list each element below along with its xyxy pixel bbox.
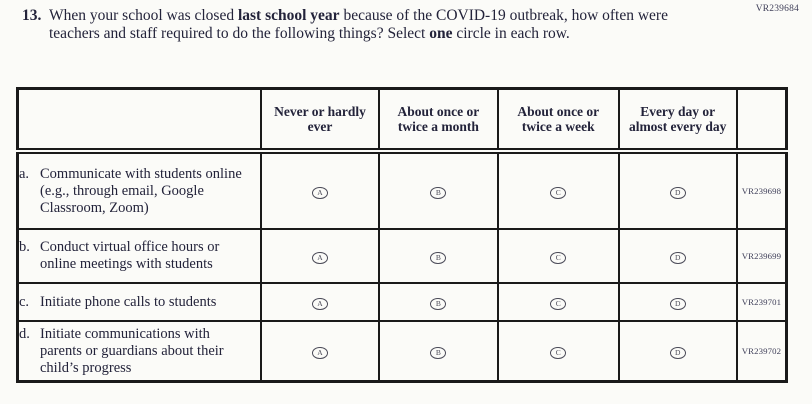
option-letter: B [435, 299, 441, 309]
row-b-option-circle-b[interactable]: B [430, 251, 447, 264]
option-letter: B [435, 348, 441, 358]
row-d-option-circle-a[interactable]: A [312, 346, 329, 359]
header-empty-code [735, 87, 788, 154]
option-letter: C [555, 299, 561, 309]
header-empty-stem [16, 87, 263, 154]
option-letter: B [435, 253, 441, 263]
row-a-option-circle-d[interactable]: D [669, 186, 686, 199]
question-text-bold: last school year [237, 7, 340, 24]
row-d-option-circle-c[interactable]: C [550, 346, 567, 359]
row-b-option-cell-a[interactable]: A [260, 228, 380, 284]
row-c-option-cell-b[interactable]: B [377, 282, 500, 322]
question-text: When your school was closed last school … [49, 7, 677, 43]
header-col-week: About once or twice a week [497, 87, 620, 154]
page-code: VR239684 [755, 4, 799, 14]
row-a-option-cell-d[interactable]: D [617, 150, 738, 230]
row-c-option-cell-d[interactable]: D [617, 282, 738, 322]
table-row-a: a. Communicate with students online (e.g… [16, 150, 788, 230]
row-d-letter: d. [19, 325, 30, 342]
row-b-option-cell-b[interactable]: B [377, 228, 500, 284]
row-c-letter: c. [19, 293, 30, 310]
row-b-code: VR239699 [735, 228, 788, 284]
row-a-label: Communicate with students online (e.g., … [40, 165, 242, 216]
row-a-stem: a. Communicate with students online (e.g… [16, 150, 263, 230]
option-letter: A [317, 348, 323, 358]
row-d-option-cell-a[interactable]: A [260, 320, 380, 383]
row-c-option-circle-a[interactable]: A [312, 297, 329, 310]
row-a-option-circle-c[interactable]: C [550, 186, 567, 199]
option-letter: C [555, 253, 561, 263]
header-col-month: About once or twice a month [377, 87, 500, 154]
header-col-never: Never or hardly ever [260, 87, 380, 154]
row-b-option-cell-c[interactable]: C [497, 228, 620, 284]
row-a-option-cell-b[interactable]: B [377, 150, 500, 230]
row-d-option-cell-b[interactable]: B [377, 320, 500, 383]
row-d-option-circle-d[interactable]: D [669, 346, 686, 359]
option-letter: D [674, 188, 681, 198]
row-c-option-cell-a[interactable]: A [260, 282, 380, 322]
row-d-option-cell-c[interactable]: C [497, 320, 620, 383]
table-row-b: b. Conduct virtual office hours or onlin… [16, 228, 788, 284]
table-row-c: c. Initiate phone calls to students A B … [16, 282, 788, 322]
row-c-option-circle-b[interactable]: B [430, 297, 447, 310]
row-a-option-cell-c[interactable]: C [497, 150, 620, 230]
row-c-option-circle-d[interactable]: D [669, 297, 686, 310]
row-a-code: VR239698 [735, 150, 788, 230]
row-b-option-circle-a[interactable]: A [312, 251, 329, 264]
row-a-option-circle-b[interactable]: B [430, 186, 447, 199]
option-letter: C [555, 188, 561, 198]
row-d-stem: d. Initiate communications with parents … [16, 320, 263, 383]
row-a-option-circle-a[interactable]: A [312, 186, 329, 199]
table-row-d: d. Initiate communications with parents … [16, 320, 788, 383]
option-letter: D [674, 299, 681, 309]
option-letter: C [555, 348, 561, 358]
row-d-label: Initiate communications with parents or … [40, 325, 224, 376]
option-letter: A [317, 299, 323, 309]
option-letter: A [317, 253, 323, 263]
header-col-everyday: Every day or almost every day [617, 87, 738, 154]
row-c-stem: c. Initiate phone calls to students [16, 282, 263, 322]
question-text-segment: because of the COVID-19 outbreak, how of… [49, 7, 668, 42]
row-b-option-cell-d[interactable]: D [617, 228, 738, 284]
question-number: 13. [22, 7, 42, 24]
option-letter: D [674, 348, 681, 358]
row-b-stem: b. Conduct virtual office hours or onlin… [16, 228, 263, 284]
header-row: Never or hardly ever About once or twice… [16, 87, 788, 154]
row-c-code: VR239701 [735, 282, 788, 322]
question-text-bold: one [429, 25, 453, 42]
row-c-option-circle-c[interactable]: C [550, 297, 567, 310]
question-text-segment: circle in each row. [452, 25, 570, 42]
row-b-label: Conduct virtual office hours or online m… [40, 239, 220, 272]
question-block: 13. When your school was closed last sch… [22, 7, 702, 43]
row-c-option-cell-c[interactable]: C [497, 282, 620, 322]
question-text-segment: When your school was closed [49, 7, 238, 24]
row-d-code: VR239702 [735, 320, 788, 383]
response-grid: Never or hardly ever About once or twice… [16, 87, 788, 383]
row-c-label: Initiate phone calls to students [40, 293, 217, 310]
row-b-letter: b. [19, 239, 30, 255]
row-a-letter: a. [19, 165, 30, 182]
option-letter: A [317, 188, 323, 198]
option-letter: D [674, 253, 681, 263]
row-b-option-circle-c[interactable]: C [550, 251, 567, 264]
option-letter: B [435, 188, 441, 198]
row-d-option-circle-b[interactable]: B [430, 346, 447, 359]
row-a-option-cell-a[interactable]: A [260, 150, 380, 230]
row-d-option-cell-d[interactable]: D [617, 320, 738, 383]
row-b-option-circle-d[interactable]: D [669, 251, 686, 264]
